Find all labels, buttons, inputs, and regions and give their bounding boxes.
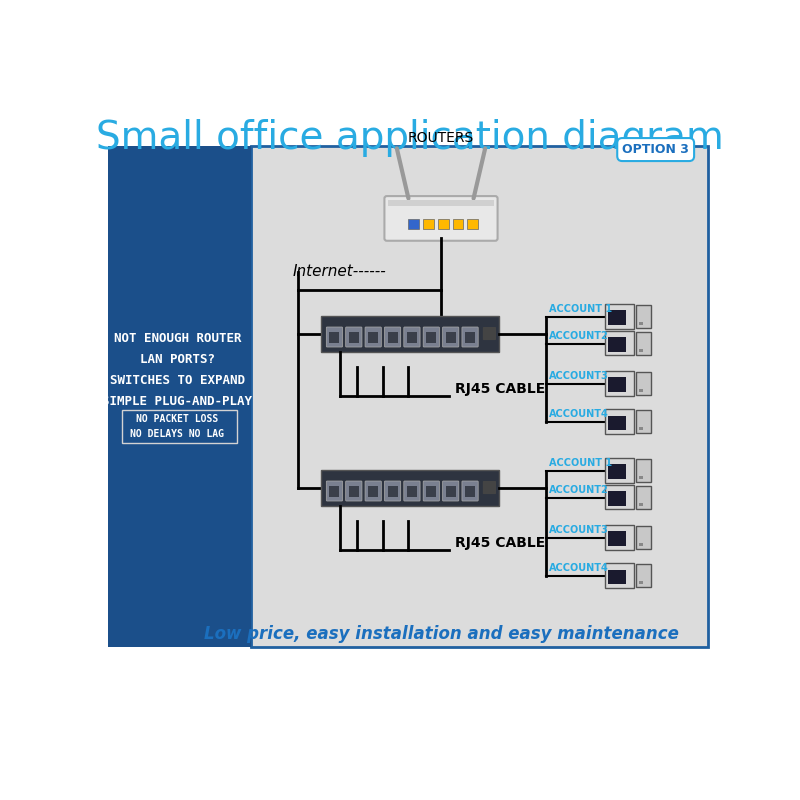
FancyBboxPatch shape xyxy=(635,332,651,354)
FancyBboxPatch shape xyxy=(462,481,478,501)
FancyBboxPatch shape xyxy=(609,310,626,325)
Text: RJ45 CABLE: RJ45 CABLE xyxy=(455,382,546,395)
FancyBboxPatch shape xyxy=(605,485,634,510)
FancyBboxPatch shape xyxy=(321,470,499,506)
FancyBboxPatch shape xyxy=(442,327,459,347)
FancyBboxPatch shape xyxy=(426,332,436,343)
FancyBboxPatch shape xyxy=(404,327,420,347)
FancyBboxPatch shape xyxy=(388,200,494,206)
Text: NO PACKET LOSS
NO DELAYS NO LAG: NO PACKET LOSS NO DELAYS NO LAG xyxy=(130,414,225,438)
FancyBboxPatch shape xyxy=(609,531,626,546)
FancyBboxPatch shape xyxy=(635,305,651,328)
FancyBboxPatch shape xyxy=(387,332,398,343)
FancyBboxPatch shape xyxy=(638,389,643,392)
FancyBboxPatch shape xyxy=(638,502,643,506)
FancyBboxPatch shape xyxy=(442,481,459,501)
FancyBboxPatch shape xyxy=(387,486,398,497)
FancyBboxPatch shape xyxy=(251,146,708,646)
FancyBboxPatch shape xyxy=(605,331,634,355)
Text: ACCOUNT3: ACCOUNT3 xyxy=(549,371,609,381)
FancyBboxPatch shape xyxy=(638,476,643,478)
FancyBboxPatch shape xyxy=(638,427,643,430)
FancyBboxPatch shape xyxy=(365,327,382,347)
Text: ACCOUNT2: ACCOUNT2 xyxy=(549,331,609,341)
Text: OPTION 3: OPTION 3 xyxy=(622,143,689,156)
FancyBboxPatch shape xyxy=(438,219,449,230)
FancyBboxPatch shape xyxy=(638,322,643,325)
FancyBboxPatch shape xyxy=(638,349,643,352)
Text: ACCOUNT3: ACCOUNT3 xyxy=(549,525,609,535)
FancyBboxPatch shape xyxy=(465,486,475,497)
FancyBboxPatch shape xyxy=(605,371,634,395)
FancyBboxPatch shape xyxy=(346,327,362,347)
FancyBboxPatch shape xyxy=(638,581,643,584)
FancyBboxPatch shape xyxy=(368,486,378,497)
FancyBboxPatch shape xyxy=(385,481,401,501)
FancyBboxPatch shape xyxy=(605,525,634,550)
FancyBboxPatch shape xyxy=(609,570,626,584)
FancyBboxPatch shape xyxy=(423,219,434,230)
FancyBboxPatch shape xyxy=(635,410,651,434)
FancyBboxPatch shape xyxy=(635,526,651,549)
Text: ACCOUNT4: ACCOUNT4 xyxy=(549,410,609,419)
FancyBboxPatch shape xyxy=(108,146,251,646)
FancyBboxPatch shape xyxy=(122,410,237,442)
FancyBboxPatch shape xyxy=(423,327,439,347)
FancyBboxPatch shape xyxy=(407,486,417,497)
FancyBboxPatch shape xyxy=(407,332,417,343)
Text: ACCOUNT 1: ACCOUNT 1 xyxy=(549,304,612,314)
FancyBboxPatch shape xyxy=(385,327,401,347)
FancyBboxPatch shape xyxy=(346,481,362,501)
FancyBboxPatch shape xyxy=(349,332,359,343)
FancyBboxPatch shape xyxy=(605,458,634,482)
FancyBboxPatch shape xyxy=(635,486,651,509)
FancyBboxPatch shape xyxy=(609,415,626,430)
Text: Low price, easy installation and easy maintenance: Low price, easy installation and easy ma… xyxy=(203,626,678,643)
FancyBboxPatch shape xyxy=(326,481,342,501)
FancyBboxPatch shape xyxy=(483,327,496,340)
Text: ACCOUNT4: ACCOUNT4 xyxy=(549,563,609,574)
Text: ACCOUNT2: ACCOUNT2 xyxy=(549,485,609,495)
FancyBboxPatch shape xyxy=(409,219,419,230)
FancyBboxPatch shape xyxy=(404,481,420,501)
FancyBboxPatch shape xyxy=(467,219,478,230)
FancyBboxPatch shape xyxy=(330,332,339,343)
Text: NOT ENOUGH ROUTER
LAN PORTS?
SWITCHES TO EXPAND
SIMPLE PLUG-AND-PLAY
NETWORKING: NOT ENOUGH ROUTER LAN PORTS? SWITCHES TO… xyxy=(102,333,253,430)
FancyBboxPatch shape xyxy=(326,327,342,347)
FancyBboxPatch shape xyxy=(605,563,634,588)
FancyBboxPatch shape xyxy=(483,481,496,494)
FancyBboxPatch shape xyxy=(423,481,439,501)
FancyBboxPatch shape xyxy=(446,486,456,497)
FancyBboxPatch shape xyxy=(462,327,478,347)
FancyBboxPatch shape xyxy=(446,332,456,343)
Text: ACCOUNT 1: ACCOUNT 1 xyxy=(549,458,612,468)
FancyBboxPatch shape xyxy=(605,304,634,329)
Text: ROUTERS: ROUTERS xyxy=(408,130,474,145)
FancyBboxPatch shape xyxy=(453,219,463,230)
FancyBboxPatch shape xyxy=(609,377,626,392)
FancyBboxPatch shape xyxy=(368,332,378,343)
FancyBboxPatch shape xyxy=(609,491,626,506)
FancyBboxPatch shape xyxy=(365,481,382,501)
FancyBboxPatch shape xyxy=(635,458,651,482)
FancyBboxPatch shape xyxy=(635,564,651,587)
FancyBboxPatch shape xyxy=(609,464,626,478)
FancyBboxPatch shape xyxy=(609,337,626,352)
FancyBboxPatch shape xyxy=(426,486,436,497)
FancyBboxPatch shape xyxy=(385,196,498,241)
FancyBboxPatch shape xyxy=(638,542,643,546)
FancyBboxPatch shape xyxy=(605,410,634,434)
FancyBboxPatch shape xyxy=(330,486,339,497)
FancyBboxPatch shape xyxy=(349,486,359,497)
FancyBboxPatch shape xyxy=(635,372,651,394)
FancyBboxPatch shape xyxy=(465,332,475,343)
FancyBboxPatch shape xyxy=(321,316,499,352)
Text: Internet------: Internet------ xyxy=(292,264,386,279)
Text: RJ45 CABLE: RJ45 CABLE xyxy=(455,536,546,550)
Text: Small office application diagram: Small office application diagram xyxy=(96,119,724,157)
